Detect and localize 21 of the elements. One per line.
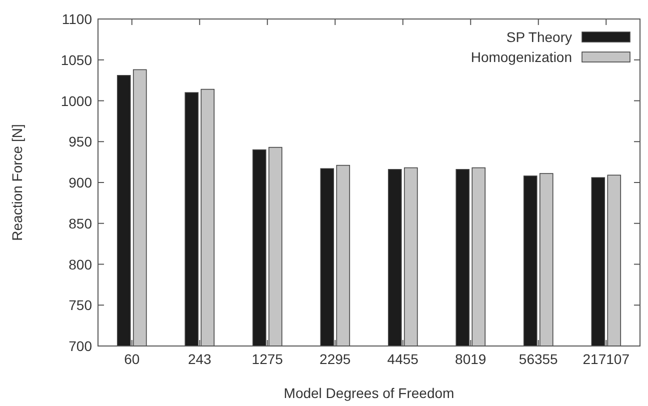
x-tick-label: 243 [188,351,212,367]
x-axis-title: Model Degrees of Freedom [284,385,454,401]
y-tick-label: 850 [68,215,92,232]
y-tick-label: 1000 [60,92,92,109]
x-tick-label: 8019 [455,351,486,367]
y-tick-label: 900 [68,174,92,190]
y-tick-label: 750 [68,297,92,314]
y-axis-title: Reaction Force [N] [9,124,25,241]
x-tick-label: 56355 [518,351,558,367]
x-tick-label: 4455 [387,351,419,367]
x-tick-label: 217107 [582,351,630,367]
x-tick-label: 1275 [252,351,284,367]
y-tick-label: 700 [68,338,92,354]
y-tick-label: 1100 [62,11,92,27]
y-tick-label: 800 [68,256,92,272]
x-tick-label: 60 [124,351,140,367]
y-tick-label: 950 [68,134,92,150]
legend-label: SP Theory [506,29,572,45]
y-tick-label: 1050 [60,52,92,68]
legend-label: Homogenization [470,49,572,65]
x-tick-label: 2295 [320,351,351,367]
